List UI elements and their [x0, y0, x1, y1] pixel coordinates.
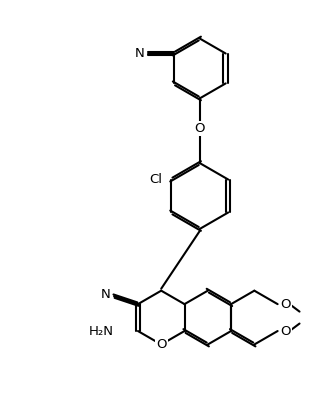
Text: O: O — [156, 338, 167, 351]
Text: Cl: Cl — [149, 173, 162, 186]
Text: N: N — [135, 47, 145, 60]
Text: O: O — [280, 325, 291, 337]
Text: H₂N: H₂N — [89, 325, 114, 337]
Text: O: O — [280, 298, 291, 310]
Text: O: O — [195, 122, 205, 135]
Text: N: N — [101, 287, 111, 301]
